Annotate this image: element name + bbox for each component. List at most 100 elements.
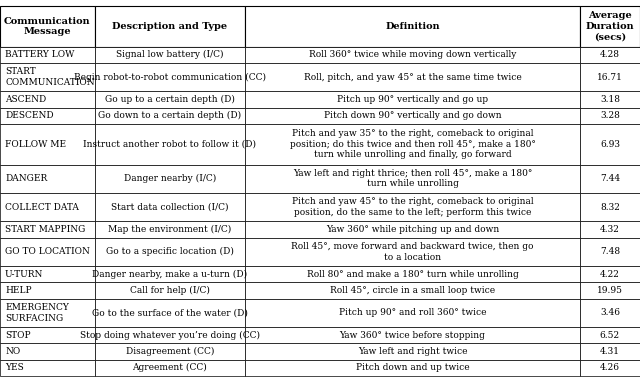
Bar <box>0 327 95 344</box>
Text: 3.46: 3.46 <box>600 308 620 318</box>
Bar <box>580 124 640 164</box>
Text: Danger nearby, make a u-turn (D): Danger nearby, make a u-turn (D) <box>92 270 248 279</box>
Bar <box>0 63 95 91</box>
Text: 4.28: 4.28 <box>600 50 620 59</box>
Text: Roll 45°, circle in a small loop twice: Roll 45°, circle in a small loop twice <box>330 286 495 295</box>
Text: Go up to a certain depth (D): Go up to a certain depth (D) <box>105 95 235 104</box>
Text: 3.18: 3.18 <box>600 95 620 104</box>
Bar <box>95 46 245 63</box>
Bar <box>0 266 95 282</box>
Text: ASCEND: ASCEND <box>5 95 46 104</box>
Text: 4.32: 4.32 <box>600 225 620 234</box>
Text: Pitch up 90° vertically and go up: Pitch up 90° vertically and go up <box>337 95 488 104</box>
Bar <box>95 266 245 282</box>
Bar <box>580 344 640 360</box>
Bar <box>245 91 580 108</box>
Bar <box>245 266 580 282</box>
Text: BATTERY LOW: BATTERY LOW <box>5 50 74 59</box>
Bar <box>245 46 580 63</box>
Bar <box>95 360 245 376</box>
Text: Agreement (CC): Agreement (CC) <box>132 363 207 372</box>
Text: HELP: HELP <box>5 286 31 295</box>
Bar <box>95 299 245 327</box>
Text: Danger nearby (I/C): Danger nearby (I/C) <box>124 174 216 183</box>
Text: Yaw left and right thrice; then roll 45°, make a 180°
turn while unrolling: Yaw left and right thrice; then roll 45°… <box>292 169 532 189</box>
Text: 4.22: 4.22 <box>600 270 620 279</box>
Text: Roll, pitch, and yaw 45° at the same time twice: Roll, pitch, and yaw 45° at the same tim… <box>303 73 522 82</box>
Text: Yaw left and right twice: Yaw left and right twice <box>358 347 467 356</box>
Text: Communication
Message: Communication Message <box>4 17 91 36</box>
Text: 8.32: 8.32 <box>600 203 620 212</box>
Bar <box>580 360 640 376</box>
Bar <box>0 222 95 238</box>
Bar <box>245 327 580 344</box>
Text: 4.26: 4.26 <box>600 363 620 372</box>
Bar <box>245 6 580 46</box>
Bar <box>245 299 580 327</box>
Bar <box>245 238 580 266</box>
Text: DANGER: DANGER <box>5 174 47 183</box>
Bar <box>245 282 580 299</box>
Text: Start data collection (I/C): Start data collection (I/C) <box>111 203 228 212</box>
Bar <box>95 193 245 222</box>
Bar <box>95 63 245 91</box>
Bar <box>580 63 640 91</box>
Bar <box>580 222 640 238</box>
Bar <box>580 91 640 108</box>
Text: 3.28: 3.28 <box>600 111 620 120</box>
Text: FOLLOW ME: FOLLOW ME <box>5 140 66 149</box>
Bar <box>0 108 95 124</box>
Text: START MAPPING: START MAPPING <box>5 225 85 234</box>
Text: EMERGENCY
SURFACING: EMERGENCY SURFACING <box>5 303 69 323</box>
Bar <box>245 63 580 91</box>
Bar <box>580 164 640 193</box>
Text: Signal low battery (I/C): Signal low battery (I/C) <box>116 50 223 59</box>
Text: Call for help (I/C): Call for help (I/C) <box>130 286 210 295</box>
Bar <box>580 299 640 327</box>
Text: Pitch down 90° vertically and go down: Pitch down 90° vertically and go down <box>324 111 501 120</box>
Text: NO: NO <box>5 347 20 356</box>
Bar <box>95 282 245 299</box>
Text: STOP: STOP <box>5 331 31 340</box>
Text: START
COMMUNICATION: START COMMUNICATION <box>5 67 95 87</box>
Bar <box>580 238 640 266</box>
Text: Pitch up 90° and roll 360° twice: Pitch up 90° and roll 360° twice <box>339 308 486 318</box>
Bar <box>580 266 640 282</box>
Text: 4.31: 4.31 <box>600 347 620 356</box>
Bar <box>95 164 245 193</box>
Text: Pitch and yaw 45° to the right, comeback to original
position, do the same to th: Pitch and yaw 45° to the right, comeback… <box>292 197 533 217</box>
Text: 7.48: 7.48 <box>600 248 620 256</box>
Text: 6.52: 6.52 <box>600 331 620 340</box>
Text: DESCEND: DESCEND <box>5 111 54 120</box>
Bar <box>95 124 245 164</box>
Text: Pitch and yaw 35° to the right, comeback to original
position; do this twice and: Pitch and yaw 35° to the right, comeback… <box>289 129 536 159</box>
Bar <box>580 282 640 299</box>
Bar <box>0 91 95 108</box>
Text: Begin robot-to-robot communication (CC): Begin robot-to-robot communication (CC) <box>74 73 266 82</box>
Text: Yaw 360° twice before stopping: Yaw 360° twice before stopping <box>340 331 485 340</box>
Bar <box>0 46 95 63</box>
Bar <box>95 6 245 46</box>
Text: YES: YES <box>5 363 24 372</box>
Bar <box>0 124 95 164</box>
Bar <box>0 282 95 299</box>
Bar <box>245 108 580 124</box>
Text: Disagreement (CC): Disagreement (CC) <box>125 347 214 356</box>
Bar <box>580 6 640 46</box>
Bar <box>0 164 95 193</box>
Text: Stop doing whatever you’re doing (CC): Stop doing whatever you’re doing (CC) <box>80 331 260 340</box>
Text: Instruct another robot to follow it (D): Instruct another robot to follow it (D) <box>83 140 257 149</box>
Text: Pitch down and up twice: Pitch down and up twice <box>356 363 469 372</box>
Bar <box>0 238 95 266</box>
Text: Go to a specific location (D): Go to a specific location (D) <box>106 247 234 257</box>
Bar <box>245 193 580 222</box>
Text: Roll 80° and make a 180° turn while unrolling: Roll 80° and make a 180° turn while unro… <box>307 270 518 279</box>
Text: Definition: Definition <box>385 22 440 31</box>
Text: 19.95: 19.95 <box>597 286 623 295</box>
Bar <box>245 222 580 238</box>
Text: Map the environment (I/C): Map the environment (I/C) <box>108 225 232 234</box>
Bar <box>0 360 95 376</box>
Bar <box>245 124 580 164</box>
Text: COLLECT DATA: COLLECT DATA <box>5 203 79 212</box>
Bar <box>580 193 640 222</box>
